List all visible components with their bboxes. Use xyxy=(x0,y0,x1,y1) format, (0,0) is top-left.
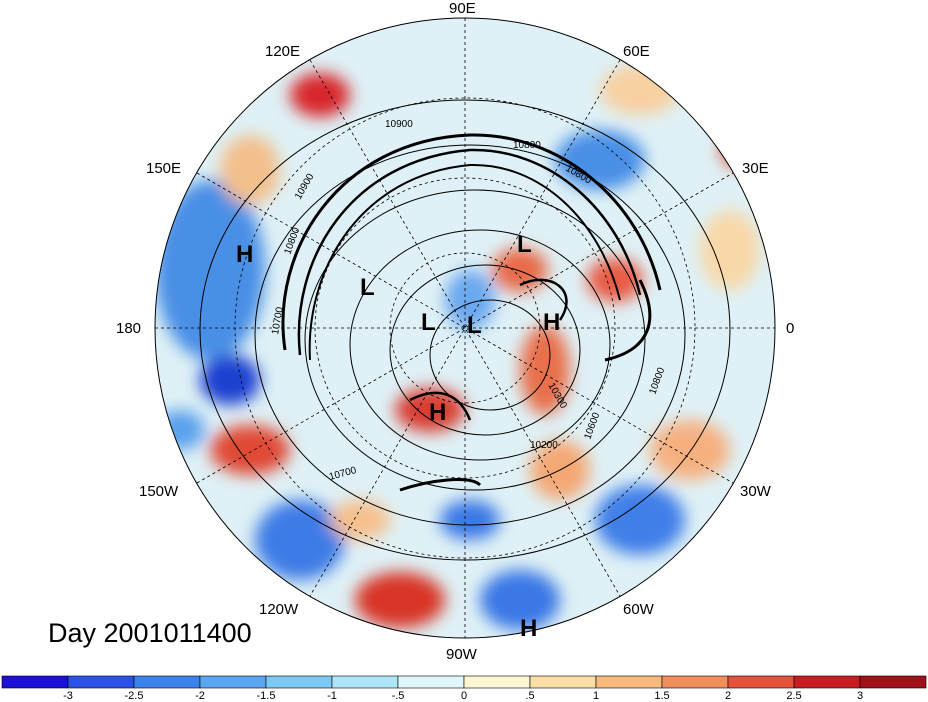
pressure-centers: H L L L L H H H xyxy=(236,231,560,642)
colorbar-swatch xyxy=(199,675,267,689)
colorbar-tick-label: 2.5 xyxy=(786,690,801,702)
colorbar-tick-label: 1 xyxy=(593,690,599,702)
map-title: Day 2001011400 xyxy=(48,618,252,648)
colorbar-swatch xyxy=(397,675,465,689)
lon-label: 30W xyxy=(740,483,772,500)
lon-label: 150E xyxy=(146,160,181,177)
colorbar-tick-label: -3 xyxy=(63,690,73,702)
low-pressure-marker: L xyxy=(421,309,436,336)
contour-label: 10700 xyxy=(270,306,286,336)
colorbar-swatch xyxy=(463,675,531,689)
height-contours xyxy=(199,99,731,561)
lon-label: 180 xyxy=(116,320,141,337)
colorbar-swatch xyxy=(859,675,927,689)
colorbar-swatch xyxy=(529,675,597,689)
colorbar-tick-label: 2 xyxy=(725,690,731,702)
high-pressure-marker: H xyxy=(520,615,537,642)
high-pressure-marker: H xyxy=(429,399,446,426)
high-pressure-marker: H xyxy=(543,309,560,336)
colorbar-tick-label: -.5 xyxy=(392,690,405,702)
lon-label: 30E xyxy=(742,160,769,177)
colorbar-swatch xyxy=(661,675,729,689)
graticule xyxy=(155,18,775,638)
colorbar-swatch xyxy=(1,675,69,689)
colorbar-tick-label: -2 xyxy=(195,690,205,702)
lon-label: 90E xyxy=(449,0,476,17)
colorbar-tick-label: 3 xyxy=(857,690,863,702)
high-pressure-marker: H xyxy=(236,241,253,268)
colorbar-swatch xyxy=(67,675,135,689)
colorbar-swatch xyxy=(595,675,663,689)
colorbar-tick-label: -1.5 xyxy=(257,690,276,702)
colorbar-swatch xyxy=(727,675,795,689)
lon-label: 60W xyxy=(623,601,655,618)
colorbar-tick-label: 0 xyxy=(461,690,467,702)
longitude-labels: 90E 60E 30E 0 30W 60W 90W 120W 150W 180 … xyxy=(116,0,794,663)
colorbar-swatch xyxy=(331,675,399,689)
low-pressure-marker: L xyxy=(517,231,532,258)
lon-label: 0 xyxy=(786,320,794,337)
contour-label: 10900 xyxy=(385,119,413,130)
colorbar-tick-label: -2.5 xyxy=(125,690,144,702)
lon-label: 120W xyxy=(259,601,299,618)
colorbar-tick-label: -1 xyxy=(327,690,337,702)
contour-label: 10200 xyxy=(530,440,558,451)
colorbar-swatch xyxy=(793,675,861,689)
lon-label: 60E xyxy=(623,43,650,60)
colorbar-tick-label: .5 xyxy=(525,690,534,702)
low-pressure-marker: L xyxy=(467,312,482,339)
colorbar-tick-label: 1.5 xyxy=(654,690,669,702)
colorbar-swatch xyxy=(133,675,201,689)
colorbar-swatch xyxy=(265,675,333,689)
lon-label: 90W xyxy=(446,646,478,663)
lon-label: 120E xyxy=(265,43,300,60)
low-pressure-marker: L xyxy=(360,274,375,301)
map-boundary xyxy=(154,17,776,639)
colorbar: -3 -2.5 -2 -1.5 -1 -.5 0 .5 1 1.5 2 2.5 3 xyxy=(1,675,927,702)
contour-label: 10800 xyxy=(513,140,541,151)
lon-label: 150W xyxy=(139,483,179,500)
